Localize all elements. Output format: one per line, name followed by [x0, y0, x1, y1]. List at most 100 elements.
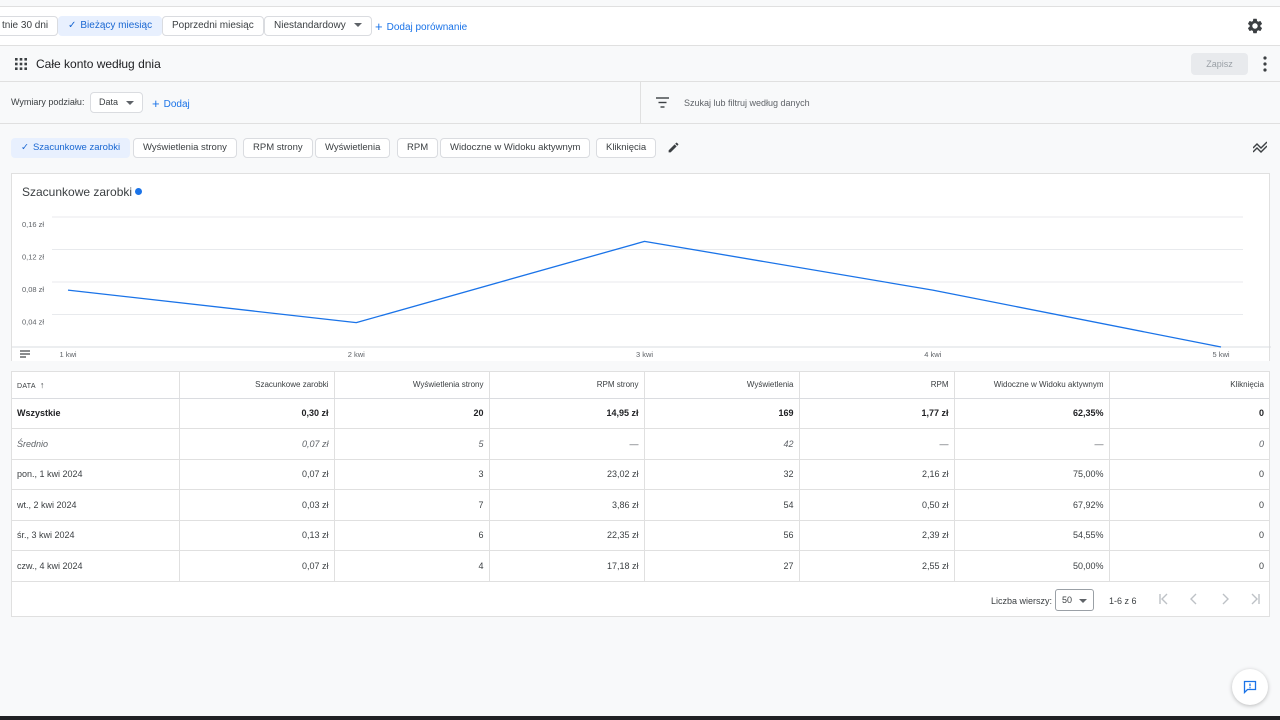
y-tick-label: 0,12 zł — [22, 253, 44, 262]
metric-chip-impressions[interactable]: Wyświetlenia — [315, 138, 391, 158]
table-cell: 20 — [333, 398, 489, 429]
column-header-date[interactable]: DATA ↑ — [12, 372, 179, 399]
table-cell: — — [953, 428, 1109, 460]
chip-current-month[interactable]: ✓ Bieżący miesiąc — [58, 16, 163, 36]
dimension-select[interactable]: Data — [90, 92, 144, 113]
metric-chip-label: Widoczne w Widoku aktywnym — [450, 142, 581, 153]
filter-icon — [656, 97, 669, 108]
chip-custom-range[interactable]: Niestandardowy — [264, 16, 372, 36]
table-cell: śr., 3 kwi 2024 — [12, 520, 179, 551]
legend-toggle-icon[interactable] — [20, 350, 30, 358]
feedback-icon — [1243, 680, 1257, 694]
add-dimension-button[interactable]: + Dodaj — [152, 96, 190, 111]
table-cell: 0,03 zł — [178, 489, 334, 521]
caret-down-icon — [1079, 599, 1087, 603]
column-header[interactable]: RPM strony — [488, 372, 644, 399]
table-cell: 7 — [333, 489, 489, 521]
table-cell: pon., 1 kwi 2024 — [12, 459, 179, 490]
sort-ascending-icon: ↑ — [39, 379, 45, 390]
column-header[interactable]: Kliknięcia — [1108, 372, 1269, 399]
metric-chip-label: Szacunkowe zarobki — [32, 142, 121, 153]
apps-grid-icon[interactable] — [15, 58, 27, 70]
metric-chip-page-rpm[interactable]: RPM strony — [243, 138, 313, 158]
x-tick-label: 5 kwi — [1212, 350, 1229, 359]
table-row: wt., 2 kwi 2024 0,03 zł 7 3,86 zł 54 0,50 zł 6… — [12, 489, 1269, 521]
table-cell: 0 — [1108, 550, 1269, 582]
column-header[interactable]: Wyświetlenia — [643, 372, 799, 399]
add-comparison-button[interactable]: + Dodaj porównanie — [375, 19, 467, 34]
metric-chip-active-view-viewable[interactable]: Widoczne w Widoku aktywnym — [440, 138, 591, 158]
rows-per-page-label: Liczba wierszy: — [991, 596, 1053, 606]
add-comparison-label: Dodaj porównanie — [386, 22, 468, 33]
table-cell: 32 — [643, 459, 799, 490]
table-cell: 0 — [1108, 520, 1269, 551]
metric-chip-clicks[interactable]: Kliknięcia — [596, 138, 657, 158]
table-cell: 23,02 zł — [488, 459, 644, 490]
metric-chip-page-views[interactable]: Wyświetlenia strony — [133, 138, 237, 158]
table-cell: 56 — [643, 520, 799, 551]
table-cell: 17,18 zł — [488, 550, 644, 582]
chip-previous-month[interactable]: Poprzedni miesiąc — [162, 16, 264, 36]
last-page-icon[interactable] — [1248, 592, 1262, 606]
table-cell: — — [798, 428, 954, 460]
header-label: DATA — [17, 382, 36, 390]
x-tick-label: 3 kwi — [636, 350, 653, 359]
table-cell: 0,07 zł — [178, 459, 334, 490]
pagination-range: 1-6 z 6 — [1109, 596, 1137, 606]
save-button[interactable]: Zapisz — [1191, 53, 1248, 75]
table-cell: 0,07 zł — [178, 428, 334, 460]
data-table-card: DATA ↑ Szacunkowe zarobki Wyświetlenia st… — [11, 371, 1270, 617]
metric-chip-rpm[interactable]: RPM — [397, 138, 439, 158]
check-icon: ✓ — [68, 20, 77, 31]
caret-down-icon — [126, 100, 135, 105]
next-page-icon[interactable] — [1218, 592, 1232, 606]
more-vert-icon[interactable] — [1259, 55, 1271, 73]
previous-page-icon[interactable] — [1187, 592, 1201, 606]
pencil-icon[interactable] — [667, 141, 680, 154]
column-header[interactable]: Szacunkowe zarobki — [178, 372, 334, 399]
column-header[interactable]: Widoczne w Widoku aktywnym — [953, 372, 1109, 399]
chip-label: Poprzedni miesiąc — [172, 20, 254, 31]
chart-card: Szacunkowe zarobki 0,04 zł 0,08 zł 0,12 zł… — [11, 173, 1271, 361]
table-cell: 5 — [333, 428, 489, 460]
column-header[interactable]: Wyświetlenia strony — [333, 372, 489, 399]
compare-trend-icon[interactable] — [1253, 141, 1267, 153]
table-cell: 3 — [333, 459, 489, 490]
first-page-icon[interactable] — [1157, 592, 1171, 606]
table-cell: Średnio — [12, 428, 179, 460]
metric-chip-label: RPM — [407, 142, 429, 153]
table-cell: 6 — [333, 520, 489, 551]
rows-per-page-select[interactable]: 50 — [1055, 589, 1094, 611]
dimension-select-value: Data — [99, 97, 119, 107]
table-cell: 0,07 zł — [178, 550, 334, 582]
table-cell: 0 — [1108, 489, 1269, 521]
page-title: Całe konto według dnia — [36, 57, 161, 71]
table-cell: 0,13 zł — [178, 520, 334, 551]
x-tick-label: 4 kwi — [924, 350, 941, 359]
table-cell: 67,92% — [953, 489, 1109, 521]
caret-down-icon — [353, 23, 362, 28]
table-cell: 14,95 zł — [488, 398, 644, 429]
metric-chip-label: RPM strony — [253, 142, 303, 153]
metric-chips-bar: ✓ Szacunkowe zarobki Wyświetlenia strony … — [0, 124, 1280, 172]
screen-bottom-edge — [0, 716, 1280, 720]
table-cell: 0 — [1108, 398, 1269, 429]
chip-last-30-days[interactable]: tnie 30 dni — [0, 16, 59, 36]
column-header[interactable]: RPM — [798, 372, 954, 399]
y-tick-label: 0,08 zł — [22, 285, 44, 294]
feedback-button[interactable] — [1232, 669, 1268, 705]
table-cell: 169 — [643, 398, 799, 429]
metric-chip-estimated-earnings[interactable]: ✓ Szacunkowe zarobki — [11, 138, 131, 158]
table-cell: 2,55 zł — [798, 550, 954, 582]
top-strip — [0, 0, 1280, 7]
table-row: pon., 1 kwi 2024 0,07 zł 3 23,02 zł 32 2,16 z… — [12, 459, 1269, 490]
search-filter-input[interactable] — [684, 94, 1244, 112]
table-header-row: DATA ↑ Szacunkowe zarobki Wyświetlenia st… — [12, 372, 1269, 399]
pagination-bar: Liczba wierszy: 50 1-6 z 6 — [12, 588, 1269, 616]
chip-label: Niestandardowy — [274, 20, 346, 31]
gear-icon[interactable] — [1246, 17, 1264, 35]
y-tick-label: 0,04 zł — [22, 318, 44, 327]
table-cell: 2,16 zł — [798, 459, 954, 490]
add-dimension-label: Dodaj — [163, 99, 190, 110]
table-row: czw., 4 kwi 2024 0,07 zł 4 17,18 zł 27 2,55 z… — [12, 550, 1269, 582]
